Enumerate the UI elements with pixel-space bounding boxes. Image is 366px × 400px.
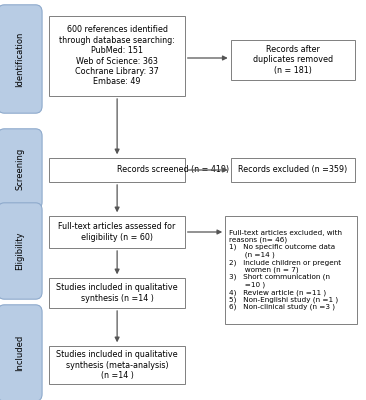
Text: Records screened (n = 419): Records screened (n = 419) (117, 166, 229, 174)
Text: Screening: Screening (15, 148, 25, 190)
Text: Full-text articles assessed for
eligibility (n = 60): Full-text articles assessed for eligibil… (59, 222, 176, 242)
Text: Eligibility: Eligibility (15, 232, 25, 270)
FancyBboxPatch shape (49, 158, 185, 182)
FancyBboxPatch shape (49, 16, 185, 96)
FancyBboxPatch shape (49, 346, 185, 384)
Text: Identification: Identification (15, 31, 25, 87)
Text: Studies included in qualitative
synthesis (meta-analysis)
(n =14 ): Studies included in qualitative synthesi… (56, 350, 178, 380)
FancyBboxPatch shape (0, 305, 42, 400)
Text: Records excluded (n =359): Records excluded (n =359) (238, 166, 347, 174)
Text: Records after
duplicates removed
(n = 181): Records after duplicates removed (n = 18… (253, 45, 333, 75)
FancyBboxPatch shape (225, 216, 357, 324)
Text: Studies included in qualitative
synthesis (n =14 ): Studies included in qualitative synthesi… (56, 283, 178, 303)
Text: Full-text articles excluded, with
reasons (n= 46)
1)   No specific outcome data
: Full-text articles excluded, with reason… (229, 230, 343, 310)
FancyBboxPatch shape (231, 158, 355, 182)
FancyBboxPatch shape (231, 40, 355, 80)
FancyBboxPatch shape (0, 203, 42, 299)
FancyBboxPatch shape (49, 216, 185, 248)
FancyBboxPatch shape (0, 5, 42, 113)
Text: Included: Included (15, 335, 25, 371)
FancyBboxPatch shape (0, 129, 42, 209)
Text: 600 references identified
through database searching:
PubMed: 151
Web of Science: 600 references identified through databa… (59, 26, 175, 86)
FancyBboxPatch shape (49, 278, 185, 308)
